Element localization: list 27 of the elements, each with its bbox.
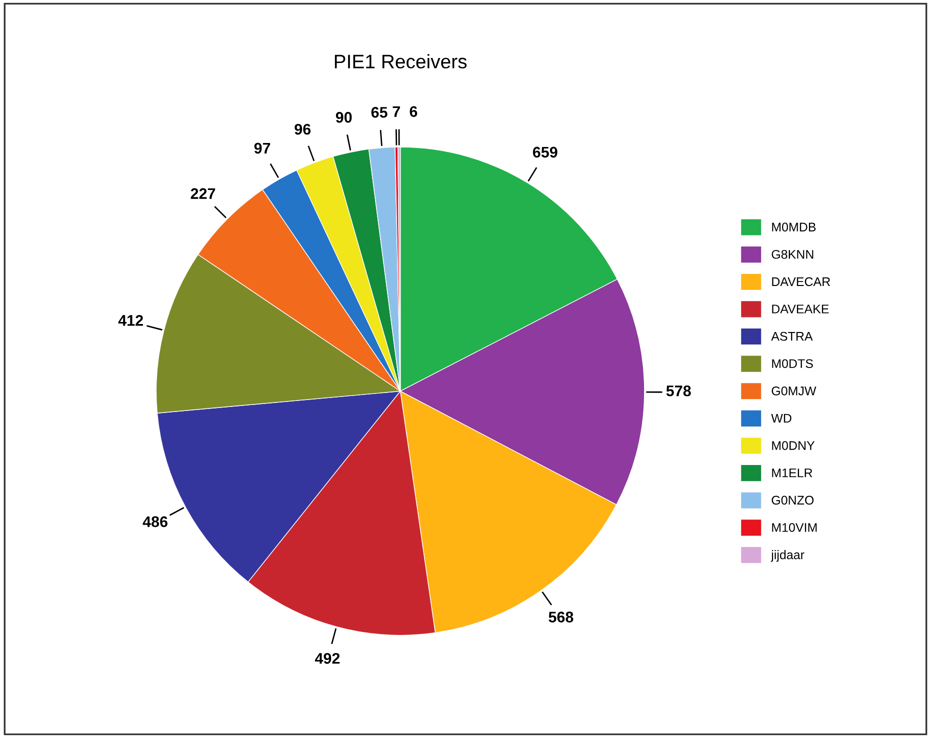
data-label: 227 — [190, 188, 216, 199]
data-label: 90 — [336, 112, 352, 123]
legend-label: M0DTS — [772, 359, 813, 368]
data-label: 578 — [666, 385, 691, 396]
legend-label: G0NZO — [772, 496, 814, 505]
data-label: 568 — [548, 612, 574, 622]
legend-label: G8KNN — [772, 250, 814, 259]
data-label: 492 — [314, 652, 340, 664]
legend-label: M10VIM — [772, 523, 817, 532]
legend-label: ASTRA — [771, 332, 813, 341]
data-label: 97 — [254, 142, 270, 154]
legend-label: M0MDB — [772, 222, 816, 232]
legend-label: DAVEAKE — [772, 304, 829, 314]
legend-label: jijdaar — [770, 550, 804, 562]
chart-title: PIE1 Receivers — [334, 54, 467, 68]
data-label: 96 — [294, 124, 311, 135]
legend-label: G0MJW — [772, 386, 816, 396]
data-label: 659 — [532, 146, 558, 158]
legend-label: M1ELR — [772, 468, 812, 478]
data-label: 412 — [118, 315, 143, 326]
legend-label: WD — [771, 414, 792, 423]
legend-label: DAVECAR — [772, 277, 830, 286]
legend-label: M0DNY — [772, 441, 815, 450]
data-label: 486 — [142, 516, 168, 528]
data-label: 65 — [371, 106, 388, 118]
data-label: 6 — [410, 106, 418, 117]
data-label: 7 — [392, 106, 400, 117]
